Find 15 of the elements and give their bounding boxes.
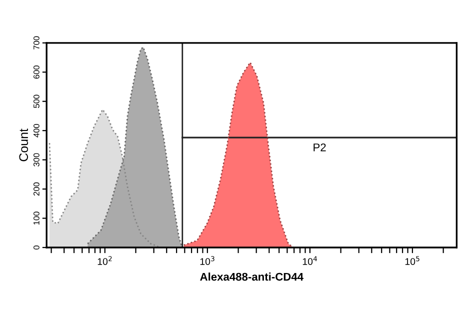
y-tick-label: 400 [33, 124, 40, 138]
x-tick-label: 10$^{2}$ [98, 256, 112, 265]
x-axis-title: Alexa488-anti-CD44 [200, 272, 304, 281]
x-tick-label: 10$^{3}$ [200, 256, 214, 265]
x-tick-label: 10$^{5}$ [405, 256, 420, 265]
x-tick-label: 10$^{4}$ [302, 256, 318, 265]
y-tick-label: 500 [33, 94, 40, 108]
y-axis-title: Count [19, 128, 28, 162]
y-tick-label: 100 [33, 212, 40, 225]
y-tick-label: 0 [33, 246, 40, 250]
y-tick-label: 600 [33, 66, 40, 79]
y-tick-label: 700 [33, 36, 40, 50]
y-tick-label: 300 [33, 153, 40, 166]
y-tick-label: 200 [33, 182, 40, 196]
series-label: P2 [314, 143, 326, 152]
